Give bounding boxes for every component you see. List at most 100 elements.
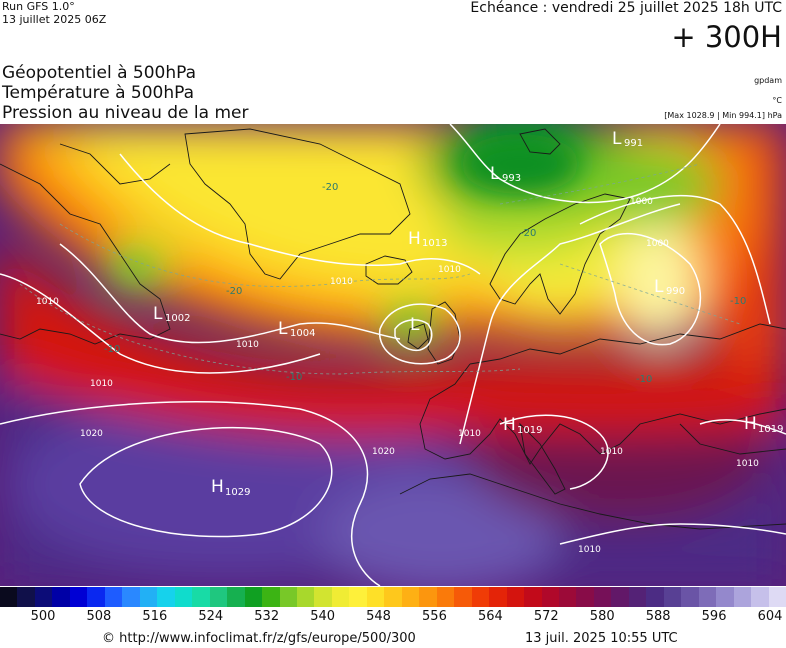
color-scale-cell <box>471 587 490 607</box>
source-credit: © http://www.infoclimat.fr/z/gfs/europe/… <box>102 631 416 646</box>
svg-text:993: 993 <box>502 173 521 184</box>
svg-text:1020: 1020 <box>372 447 395 457</box>
unit-pressure-range: [Max 1028.9 | Min 994.1] hPa <box>664 111 782 120</box>
svg-text:-20: -20 <box>322 182 338 193</box>
color-scale-cell <box>489 587 507 607</box>
color-scale-tick: 604 <box>757 609 783 624</box>
svg-text:-10: -10 <box>636 374 652 385</box>
forecast-valid-time: Echéance : vendredi 25 juillet 2025 18h … <box>470 0 782 16</box>
color-scale-tick: 508 <box>86 609 112 624</box>
color-scale-cell <box>681 587 699 607</box>
temperature-labels: -20 -20 -10 -10 -20 -10 -10 <box>104 182 746 385</box>
svg-text:H: H <box>503 415 516 435</box>
svg-text:1013: 1013 <box>422 238 447 249</box>
color-scale-cell <box>716 587 734 607</box>
color-scale-cell <box>17 587 35 607</box>
color-scale-tick: 564 <box>477 609 503 624</box>
color-scale-cell <box>559 587 577 607</box>
color-scale-bar <box>0 587 786 607</box>
pressure-low-990: L 990 <box>654 277 685 297</box>
color-scale-cell <box>454 587 472 607</box>
color-scale-cell <box>69 587 88 607</box>
pressure-low-993: L 993 <box>490 164 521 184</box>
color-scale-cell <box>366 587 385 607</box>
color-scale-cell <box>244 587 263 607</box>
svg-text:1004: 1004 <box>290 328 315 339</box>
color-scale-cell <box>663 587 682 607</box>
color-scale-cell <box>349 587 367 607</box>
svg-text:1010: 1010 <box>736 459 759 469</box>
color-scale-cell <box>384 587 402 607</box>
color-scale-cell <box>593 587 612 607</box>
svg-text:990: 990 <box>666 286 685 297</box>
color-scale-cell <box>209 587 228 607</box>
color-scale-cell <box>192 587 210 607</box>
color-scale-tick: 524 <box>198 609 224 624</box>
svg-text:-20: -20 <box>226 286 242 297</box>
svg-text:1002: 1002 <box>165 313 190 324</box>
unit-geopotential: gpdam <box>754 76 782 85</box>
color-scale-cell <box>139 587 158 607</box>
color-scale-cell <box>174 587 193 607</box>
pressure-low-1002: L 1002 <box>153 304 190 324</box>
geopotential-field <box>0 124 786 586</box>
color-scale-tick: 572 <box>533 609 559 624</box>
svg-text:H: H <box>744 414 757 434</box>
color-scale-cell <box>157 587 175 607</box>
color-scale-tick: 532 <box>254 609 280 624</box>
color-scale-cell <box>34 587 53 607</box>
color-scale-cell <box>279 587 297 607</box>
color-scale-tick: 556 <box>422 609 447 624</box>
color-scale-cell <box>401 587 420 607</box>
color-scale-cell <box>628 587 647 607</box>
parameter-temperature: Température à 500hPa <box>2 83 195 103</box>
pressure-centers: L 991 L 993 H 1013 L 990 L 1002 L 1004 L H 1019… <box>153 129 783 498</box>
color-scale-cell <box>541 587 559 607</box>
color-scale-cell <box>87 587 105 607</box>
svg-text:1010: 1010 <box>458 429 481 439</box>
svg-text:1010: 1010 <box>36 297 59 307</box>
coastlines <box>0 128 786 530</box>
run-title: Run GFS 1.0° <box>2 0 75 13</box>
parameter-pressure: Pression au niveau de la mer <box>2 103 249 123</box>
color-scale-cell <box>436 587 455 607</box>
generated-time: 13 juil. 2025 10:55 UTC <box>525 631 678 646</box>
color-scale-tick: 596 <box>701 609 727 624</box>
forecast-offset: + 300H <box>671 20 782 54</box>
color-scale-cell <box>122 587 140 607</box>
svg-text:H: H <box>408 229 421 249</box>
svg-text:1000: 1000 <box>630 197 653 207</box>
svg-text:991: 991 <box>624 138 643 149</box>
color-scale-cell <box>524 587 542 607</box>
svg-text:L: L <box>654 277 664 297</box>
svg-text:1019: 1019 <box>758 424 783 435</box>
color-scale-cell <box>698 587 717 607</box>
svg-text:-10: -10 <box>730 296 746 307</box>
color-scale-cell <box>646 587 664 607</box>
pressure-high-1019-west: H 1019 <box>503 415 542 436</box>
color-scale-cell <box>419 587 437 607</box>
svg-text:1020: 1020 <box>80 429 103 439</box>
svg-text:L: L <box>612 129 622 149</box>
svg-text:1010: 1010 <box>236 340 259 350</box>
color-scale-tick: 516 <box>142 609 168 624</box>
isotherms <box>19 163 741 375</box>
svg-text:1010: 1010 <box>330 277 353 287</box>
weather-map: L 991 L 993 H 1013 L 990 L 1002 L 1004 L H 1019… <box>0 124 786 586</box>
svg-text:1010: 1010 <box>90 379 113 389</box>
color-scale-tick: 580 <box>589 609 615 624</box>
color-scale-cell <box>296 587 315 607</box>
color-scale-cell <box>227 587 245 607</box>
svg-text:1010: 1010 <box>578 545 601 555</box>
svg-text:L: L <box>153 304 163 324</box>
color-scale-cell <box>733 587 752 607</box>
svg-text:H: H <box>211 477 224 497</box>
color-scale-tick: 500 <box>30 609 56 624</box>
svg-text:L: L <box>490 164 500 184</box>
color-scale-cell <box>52 587 70 607</box>
svg-text:1019: 1019 <box>517 425 542 436</box>
pressure-low-991: L 991 <box>612 129 643 149</box>
color-scale-cell <box>104 587 123 607</box>
svg-text:1010: 1010 <box>438 265 461 275</box>
svg-text:-10: -10 <box>104 344 120 355</box>
